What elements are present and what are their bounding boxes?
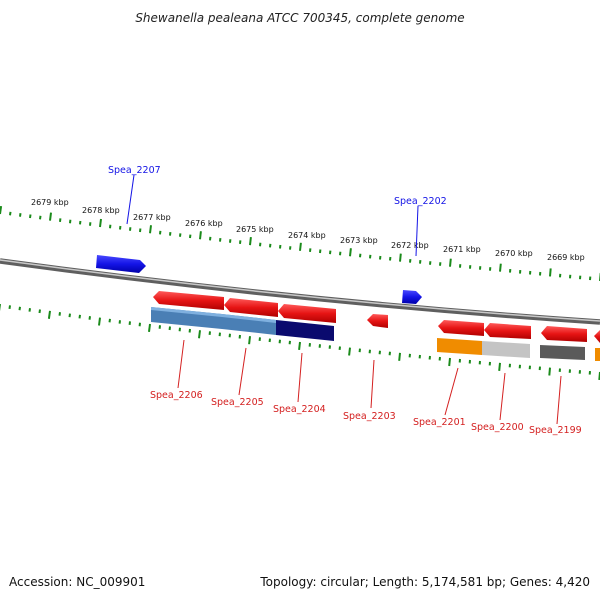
gene-label-spea-2205[interactable]: Spea_2205	[211, 397, 264, 408]
major-tick	[49, 212, 52, 221]
cog-block	[276, 320, 334, 341]
major-tick	[98, 317, 101, 326]
forward-gene-labels: Spea_2207 Spea_2202	[108, 165, 447, 257]
major-tick	[298, 341, 301, 351]
minor-tick	[18, 306, 21, 311]
minor-tick	[28, 308, 31, 312]
minor-tick	[38, 309, 41, 314]
leader-line	[415, 205, 419, 257]
cog-block-shine	[151, 307, 222, 317]
forward-genes	[96, 255, 422, 304]
major-tick	[99, 218, 102, 228]
scale-label: 2673 kbp	[340, 236, 378, 245]
gene-spea-2207[interactable]	[96, 255, 146, 273]
minor-tick	[68, 313, 71, 318]
scale-label: 2677 kbp	[133, 213, 171, 222]
leader-line	[370, 359, 375, 409]
scale-labels: 2679 kbp 2678 kbp 2677 kbp 2676 kbp 2675…	[31, 198, 585, 262]
gene-spea-2200[interactable]	[484, 323, 531, 339]
scale-label: 2671 kbp	[443, 245, 481, 254]
genome-backbone	[0, 258, 600, 325]
scale-label: 2675 kbp	[236, 225, 274, 234]
minor-tick	[108, 318, 111, 323]
major-tick	[499, 263, 502, 272]
genome-title: Shewanella pealeana ATCC 700345, complet…	[135, 11, 464, 25]
minor-tick	[29, 214, 32, 219]
gene-spea-2202[interactable]	[402, 290, 422, 304]
scale-label: 2678 kbp	[82, 206, 120, 215]
major-tick	[299, 242, 302, 251]
reverse-gene-labels: Spea_2206 Spea_2205 Spea_2204 Spea_2203 …	[150, 339, 582, 436]
outer-tick-ring	[0, 205, 600, 281]
minor-tick	[78, 314, 81, 319]
leader-line	[444, 367, 459, 416]
major-tick	[448, 357, 451, 367]
scale-label: 2674 kbp	[288, 231, 326, 240]
major-tick	[148, 323, 151, 333]
leader-line	[177, 339, 185, 389]
major-tick	[498, 362, 501, 371]
gene-spea-2204[interactable]	[278, 304, 336, 323]
major-tick	[199, 231, 202, 240]
leader-line	[556, 375, 562, 425]
scale-label: 2676 kbp	[185, 219, 223, 228]
gene-spea-2205[interactable]	[224, 298, 278, 317]
cog-block-shine	[222, 314, 276, 323]
gene-partial-edge[interactable]	[594, 330, 600, 343]
gene-spea-2199[interactable]	[541, 326, 587, 342]
major-tick	[549, 268, 552, 277]
gene-label-spea-2206[interactable]: Spea_2206	[150, 390, 203, 401]
major-tick	[0, 205, 3, 215]
scale-label: 2669 kbp	[547, 253, 585, 262]
genome-summary-text: Topology: circular; Length: 5,174,581 bp…	[259, 575, 590, 589]
major-tick	[548, 367, 551, 376]
minor-tick	[88, 316, 91, 320]
cog-block	[437, 338, 482, 355]
inner-tick-ring	[0, 304, 600, 381]
major-tick	[149, 225, 152, 234]
major-tick	[248, 336, 251, 345]
scale-label: 2679 kbp	[31, 198, 69, 207]
minor-tick	[8, 305, 11, 310]
gene-label-spea-2203[interactable]: Spea_2203	[343, 411, 396, 422]
gene-label-spea-2201[interactable]: Spea_2201	[413, 417, 466, 428]
gene-spea-2206[interactable]	[153, 291, 224, 310]
major-tick	[399, 253, 402, 262]
leader-line	[297, 352, 303, 403]
minor-tick	[58, 312, 61, 316]
major-tick	[47, 310, 51, 319]
scale-label: 2670 kbp	[495, 249, 533, 258]
scale-label: 2672 kbp	[391, 241, 429, 250]
minor-tick	[39, 215, 42, 220]
accession-text: Accession: NC_009901	[9, 575, 145, 589]
gene-label-spea-2200[interactable]: Spea_2200	[471, 422, 524, 433]
gene-label-spea-2202[interactable]: Spea_2202	[394, 196, 447, 207]
gene-spea-2201[interactable]	[438, 320, 484, 336]
major-tick	[349, 248, 352, 257]
gene-label-spea-2204[interactable]: Spea_2204	[273, 404, 326, 415]
major-tick	[348, 347, 351, 356]
leader-line	[238, 347, 247, 396]
cog-ring	[151, 307, 600, 361]
major-tick	[449, 258, 452, 267]
leader-line	[499, 372, 506, 421]
leader-line	[126, 174, 135, 225]
major-tick	[198, 330, 201, 339]
cog-block	[595, 348, 600, 361]
reverse-genes	[153, 291, 600, 343]
minor-tick	[9, 211, 12, 216]
genome-backbone-highlight	[0, 259, 600, 322]
cog-block	[540, 345, 585, 360]
major-tick	[249, 236, 252, 246]
gene-label-spea-2207[interactable]: Spea_2207	[108, 165, 161, 176]
cog-block	[482, 341, 530, 358]
gene-label-spea-2199[interactable]: Spea_2199	[529, 425, 582, 436]
major-tick	[398, 352, 401, 361]
minor-tick	[19, 213, 22, 217]
gene-spea-2203[interactable]	[367, 314, 388, 328]
